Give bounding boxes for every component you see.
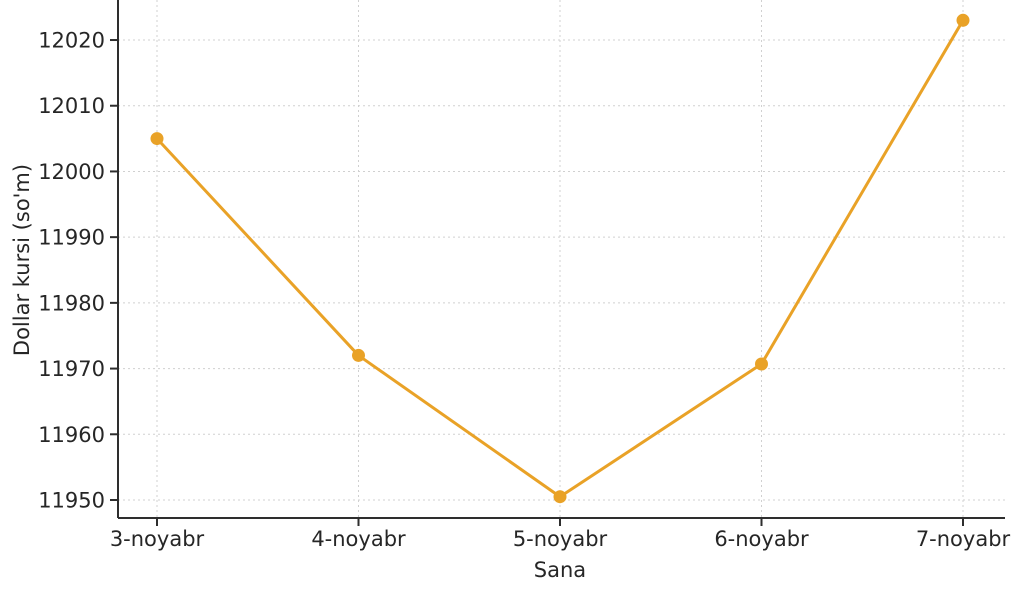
y-tick-label: 12020 <box>38 29 105 53</box>
y-tick-label: 12000 <box>38 160 105 184</box>
x-tick-label: 3-noyabr <box>110 527 205 551</box>
y-tick-label: 11970 <box>38 357 105 381</box>
x-tick-label: 4-noyabr <box>311 527 406 551</box>
y-tick-label: 11960 <box>38 423 105 447</box>
x-tick-label: 5-noyabr <box>513 527 608 551</box>
y-tick-label: 11950 <box>38 488 105 512</box>
data-point-marker <box>755 357 768 371</box>
axis-ticks <box>110 39 964 526</box>
data-point-marker <box>150 132 164 146</box>
x-tick-label: 7-noyabr <box>916 527 1011 551</box>
data-series <box>150 13 970 504</box>
x-tick-label: 6-noyabr <box>714 527 809 551</box>
y-tick-label: 12010 <box>38 94 105 118</box>
y-tick-label: 11990 <box>38 226 105 250</box>
data-point-marker <box>956 13 970 27</box>
x-tick-labels: 3-noyabr 4-noyabr 5-noyabr 6-noyabr 7-noyabr <box>110 527 1011 551</box>
gridlines <box>118 0 1005 518</box>
x-axis-title: Sana <box>534 558 586 582</box>
y-tick-labels: 11950 11960 11970 11980 11990 12000 12010 12020 <box>38 29 105 513</box>
data-point-marker <box>352 348 365 362</box>
axis-spines <box>117 0 1005 519</box>
data-point-marker <box>553 490 567 504</box>
y-tick-label: 11980 <box>38 291 105 315</box>
y-axis-title: Dollar kursi (so'm) <box>10 164 34 356</box>
